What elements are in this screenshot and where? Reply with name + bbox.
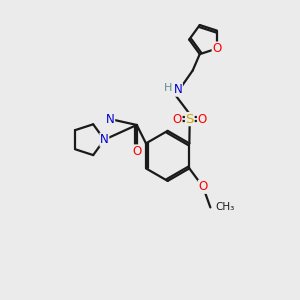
Text: N: N [106,112,115,126]
Text: H: H [164,83,173,93]
Text: N: N [100,133,109,146]
Text: S: S [186,112,194,126]
Text: O: O [197,112,207,126]
Text: O: O [132,145,141,158]
Text: N: N [174,83,182,96]
Text: O: O [173,112,182,126]
Text: CH₃: CH₃ [216,202,235,212]
Text: O: O [198,180,208,193]
Text: O: O [212,42,221,55]
